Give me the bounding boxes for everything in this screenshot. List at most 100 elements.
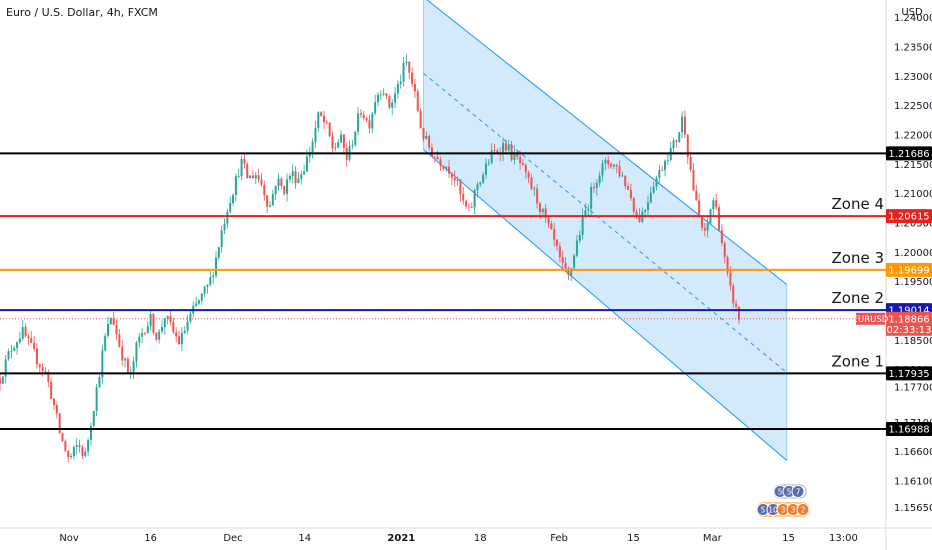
candle [493,143,496,153]
candle-body [260,179,263,185]
candle-body [504,143,507,151]
candle [453,170,456,187]
candle-body [266,195,269,207]
level-price-tag[interactable] [886,421,932,436]
candle [251,170,254,179]
candle [399,74,402,89]
candle-body [556,239,559,247]
candle [47,369,50,388]
candle-body [81,447,84,456]
candle [232,193,235,206]
candle [629,183,632,202]
candle-body [322,115,325,123]
candle-body [484,163,487,175]
event-bubble[interactable] [791,485,805,498]
level-price-tag[interactable] [886,366,932,381]
current-price-tag[interactable] [886,311,932,336]
candle-body [67,450,70,458]
channel-middle-line[interactable] [423,72,788,373]
level-price-tag-label: 1.21686 [888,149,929,160]
candle [712,197,715,216]
price-axis[interactable]: 1.24000 1.23500 1.23000 1.22500 1.22000 1.215… [853,13,932,514]
events-markers[interactable]: 5 5 75 10 3 3 2 [756,484,810,517]
candle-body [595,182,598,189]
candle-body [33,342,36,349]
price-tick-label: 1.16600 [894,447,932,458]
candle [186,314,189,335]
channel-lower-line[interactable] [423,149,788,461]
symbol-tag[interactable] [856,312,885,325]
candle [374,94,377,116]
candle [681,111,684,139]
candle-body [459,180,462,195]
candle-body [52,398,55,405]
candle-body [610,163,613,167]
candle [175,327,178,343]
candle-body [246,163,249,179]
candle [226,208,229,229]
horizontal-levels[interactable]: Zone 4 Zone 3 Zone 2 Zone 1 [0,152,886,430]
time-tick-label: Nov [59,533,79,544]
candle [33,336,36,352]
level-price-tag[interactable] [886,146,932,161]
candle [283,185,286,196]
candle-body [305,156,308,172]
event-bubble[interactable] [796,503,810,516]
candle-body [64,441,67,451]
candle-body [530,177,533,189]
candle-body [490,150,493,163]
channel-fill[interactable] [423,0,787,461]
time-tick-label: 2021 [387,533,415,544]
candle-body [357,113,360,132]
event-bubble-label: 5 [787,488,792,497]
candle-body [178,336,181,345]
candle [433,155,436,163]
candle [402,56,405,87]
candle [632,196,635,215]
candle [382,88,385,97]
candle [467,203,470,211]
candle-body [226,211,229,224]
candle-body [92,410,95,427]
level-price-tag[interactable] [886,262,932,277]
symbol-tag-label: EURUSD [853,315,889,325]
candle [487,158,490,166]
time-axis[interactable]: Nov 16 Dec 14 2021 18 Feb 15 Mar 15 13:00 [59,533,858,544]
price-tick-label: 1.21500 [894,160,932,171]
candle-body [473,190,476,208]
candle [513,145,516,165]
candle-body [132,361,135,372]
candle [527,170,530,184]
candle-body [217,247,220,258]
time-tick-label: 14 [298,533,311,544]
candle-body [402,63,405,82]
candle [362,110,365,121]
candle-body [101,350,104,378]
candle [456,176,459,186]
candle-body [78,445,81,448]
candle-body [405,61,408,64]
candle [121,339,124,366]
candle-body [507,144,510,151]
regression-channel[interactable] [423,0,788,461]
candle [556,238,559,252]
candle [649,186,652,204]
candle [152,313,155,336]
candle-body [564,262,567,269]
candle-body [538,203,541,213]
candle-body [320,112,323,116]
candle-body [109,317,112,325]
candle [547,216,550,229]
candle-body [371,113,374,129]
candle [664,159,667,177]
candle-body [342,134,345,149]
candle [195,296,198,308]
currency-label: USD [901,7,923,18]
candle [411,67,414,88]
level-price-tag[interactable] [886,209,932,224]
candle-body [479,182,482,185]
channel-upper-line[interactable] [424,0,788,285]
candle [510,140,513,162]
candle [317,111,320,132]
